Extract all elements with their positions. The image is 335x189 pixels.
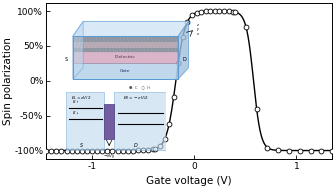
- Point: [146, 149, 151, 152]
- Point: [74, 149, 79, 152]
- Point: [110, 149, 115, 152]
- Point: [230, 10, 236, 13]
- Point: [176, 62, 181, 65]
- Point: [185, 20, 190, 23]
- Point: [140, 149, 146, 152]
- Point: [286, 149, 292, 152]
- Point: [135, 149, 141, 152]
- Point: [84, 149, 90, 152]
- Point: [297, 149, 303, 152]
- Point: [212, 10, 217, 13]
- Point: [276, 149, 281, 152]
- Point: [171, 95, 176, 98]
- Point: [125, 149, 131, 152]
- Point: [44, 149, 49, 152]
- Point: [180, 35, 186, 38]
- Point: [105, 149, 110, 152]
- Point: [94, 149, 100, 152]
- Point: [203, 10, 208, 13]
- Point: [254, 108, 259, 111]
- Point: [198, 10, 204, 13]
- Point: [308, 149, 313, 152]
- Point: [79, 149, 84, 152]
- Point: [115, 149, 120, 152]
- Point: [189, 14, 195, 17]
- X-axis label: Gate voltage (V): Gate voltage (V): [146, 176, 232, 186]
- Point: [69, 149, 74, 152]
- Point: [49, 149, 54, 152]
- Point: [330, 149, 335, 152]
- Point: [89, 149, 95, 152]
- Point: [319, 149, 324, 152]
- Point: [153, 147, 158, 150]
- Point: [217, 10, 222, 13]
- Point: [151, 148, 156, 151]
- Point: [120, 149, 125, 152]
- Point: [221, 10, 227, 13]
- Point: [54, 149, 59, 152]
- Point: [157, 145, 163, 148]
- Y-axis label: Spin polarization: Spin polarization: [3, 37, 13, 125]
- Point: [162, 138, 167, 141]
- Point: [166, 122, 172, 125]
- Point: [194, 11, 199, 14]
- Point: [226, 10, 231, 13]
- Point: [265, 146, 270, 149]
- Point: [59, 149, 64, 152]
- Point: [99, 149, 105, 152]
- Point: [64, 149, 69, 152]
- Point: [208, 10, 213, 13]
- Point: [130, 149, 136, 152]
- Point: [232, 11, 238, 14]
- Point: [243, 25, 249, 28]
